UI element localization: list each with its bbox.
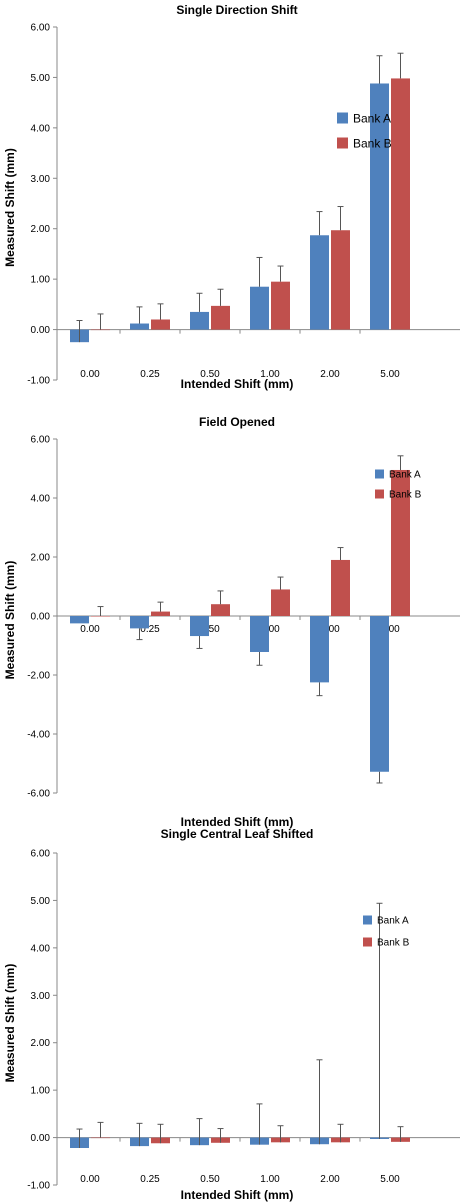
- y-tick-label: 3.00: [31, 991, 51, 1002]
- x-axis-label: Intended Shift (mm): [181, 377, 294, 391]
- legend-label: Bank B: [389, 490, 422, 501]
- y-tick-label: -1.00: [27, 376, 50, 387]
- chart-title: Single Central Leaf Shifted: [161, 827, 314, 841]
- bank-b-bar: [151, 611, 170, 616]
- y-tick-label: 6.00: [31, 435, 51, 446]
- y-tick-label: 1.00: [31, 275, 51, 286]
- bank-a-bar: [250, 616, 269, 652]
- bank-b-bar: [91, 1137, 110, 1139]
- bank-a-bar: [130, 323, 149, 330]
- x-tick-label: 0.00: [80, 369, 100, 380]
- bank-b-bar: [91, 329, 110, 331]
- y-tick-label: 4.00: [31, 123, 51, 134]
- legend-swatch-bank-b: [363, 937, 372, 947]
- y-tick-label: -2.00: [27, 671, 50, 682]
- y-tick-label: 3.00: [31, 174, 51, 185]
- chart-3: Single Central Leaf Shifted 6.00 5.00 4.00 3…: [3, 827, 460, 1202]
- bank-b-bar: [91, 616, 110, 617]
- x-tick-label: 0.25: [140, 1174, 160, 1185]
- y-tick-label: 0.00: [31, 1133, 51, 1144]
- y-tick-label: 6.00: [31, 849, 51, 860]
- y-tick-label: 2.00: [31, 553, 51, 564]
- bank-a-bar: [130, 616, 149, 629]
- x-tick-label: 5.00: [380, 624, 400, 635]
- y-tick-label: 5.00: [31, 896, 51, 907]
- x-tick-label: 1.00: [260, 624, 280, 635]
- x-tick-label: 1.00: [260, 1174, 280, 1185]
- y-axis-label: Measured Shift (mm): [3, 964, 17, 1083]
- bank-b-bar: [391, 78, 410, 330]
- bank-a-bar: [70, 616, 89, 624]
- legend-swatch-bank-a: [375, 469, 384, 479]
- y-tick-label: 0.00: [31, 325, 51, 336]
- legend-label: Bank B: [353, 136, 392, 150]
- y-tick-label: 0.00: [31, 612, 51, 623]
- bank-a-bar: [190, 616, 209, 637]
- legend-label: Bank A: [377, 916, 409, 927]
- y-axis-label: Measured Shift (mm): [3, 561, 17, 680]
- bank-b-bar: [271, 589, 290, 616]
- bank-a-bar: [370, 83, 389, 330]
- y-tick-label: 2.00: [31, 1038, 51, 1049]
- legend-label: Bank A: [389, 470, 421, 481]
- y-tick-label: -4.00: [27, 730, 50, 741]
- x-tick-label: 0.50: [200, 1174, 220, 1185]
- x-tick-label: 2.00: [320, 369, 340, 380]
- y-tick-label: 1.00: [31, 1086, 51, 1097]
- legend-swatch-bank-b: [337, 137, 348, 149]
- bank-a-bar: [310, 616, 329, 683]
- bank-b-bar: [151, 319, 170, 330]
- x-tick-label: 0.50: [200, 624, 220, 635]
- legend-swatch-bank-a: [363, 915, 372, 925]
- x-tick-label: 0.00: [80, 1174, 100, 1185]
- legend-swatch-bank-a: [337, 112, 348, 124]
- bank-b-bar: [211, 305, 230, 330]
- y-tick-label: 5.00: [31, 73, 51, 84]
- bank-a-bar: [310, 235, 329, 330]
- x-tick-label: 0.00: [80, 624, 100, 635]
- bank-a-bar: [190, 311, 209, 330]
- chart-2: Field Opened 6.00 4.00 2.00 0.00 -2.00 -4.00 -6…: [3, 415, 460, 829]
- x-tick-label: 5.00: [380, 1174, 400, 1185]
- bank-b-bar: [391, 469, 410, 616]
- chart-title: Single Direction Shift: [176, 3, 297, 17]
- y-tick-label: -1.00: [27, 1181, 50, 1192]
- y-tick-label: 4.00: [31, 494, 51, 505]
- y-axis-label: Measured Shift (mm): [3, 148, 17, 267]
- legend-label: Bank B: [377, 938, 410, 949]
- legend-label: Bank A: [353, 111, 391, 125]
- bank-b-bar: [271, 281, 290, 330]
- bank-a-bar: [370, 616, 389, 772]
- chart-title: Field Opened: [199, 415, 275, 429]
- legend-swatch-bank-b: [375, 489, 384, 499]
- y-tick-label: -6.00: [27, 789, 50, 800]
- x-tick-label: 5.00: [380, 369, 400, 380]
- y-tick-label: 6.00: [31, 23, 51, 34]
- x-tick-label: 1.00: [260, 369, 280, 380]
- x-axis-label: Intended Shift (mm): [181, 1188, 294, 1202]
- bank-b-bar: [211, 604, 230, 616]
- x-tick-label: 2.00: [320, 1174, 340, 1185]
- bank-b-bar: [331, 559, 350, 616]
- y-tick-label: 2.00: [31, 224, 51, 235]
- y-tick-label: 4.00: [31, 943, 51, 954]
- x-tick-label: 0.50: [200, 369, 220, 380]
- bank-b-bar: [331, 230, 350, 330]
- x-tick-label: 2.00: [320, 624, 340, 635]
- x-tick-label: 0.25: [140, 369, 160, 380]
- x-axis-label: Intended Shift (mm): [181, 815, 294, 829]
- chart-1: Single Direction Shift 6.00 5.00 4.00 3.00 2.…: [3, 3, 460, 391]
- x-tick-label: 0.25: [140, 624, 160, 635]
- bank-a-bar: [250, 286, 269, 330]
